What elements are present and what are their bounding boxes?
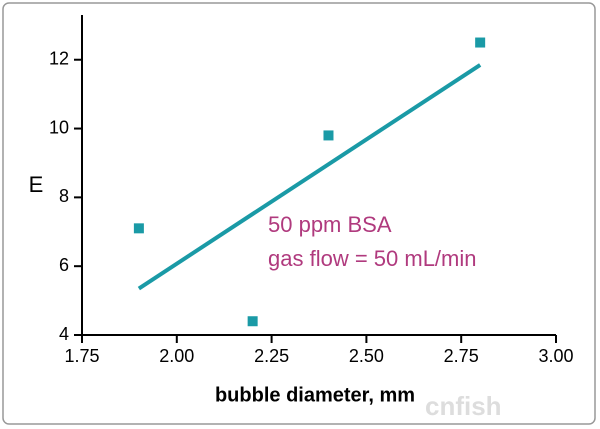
y-tick-label: 10 <box>49 117 69 137</box>
y-tick-label: 6 <box>59 255 69 275</box>
watermark: cnfish <box>425 391 502 421</box>
y-tick-label: 4 <box>59 324 69 344</box>
x-tick-label: 2.25 <box>254 346 289 366</box>
point <box>323 130 334 141</box>
x-tick-label: 1.75 <box>64 346 99 366</box>
x-tick-label: 2.50 <box>349 346 384 366</box>
x-tick-label: 2.75 <box>444 346 479 366</box>
point <box>247 316 258 327</box>
y-tick-label: 8 <box>59 186 69 206</box>
frame <box>2 2 596 425</box>
fit-line <box>137 63 482 291</box>
y-tick-label: 12 <box>49 48 69 68</box>
x-tick-label: 3.00 <box>538 346 573 366</box>
annotation: gas flow = 50 mL/min <box>268 246 476 271</box>
point <box>133 223 144 234</box>
y-axis-label: E <box>29 172 44 197</box>
point <box>475 37 486 48</box>
annotation: 50 ppm BSA <box>268 212 392 237</box>
x-axis-label: bubble diameter, mm <box>215 384 415 406</box>
x-tick-label: 2.00 <box>159 346 194 366</box>
